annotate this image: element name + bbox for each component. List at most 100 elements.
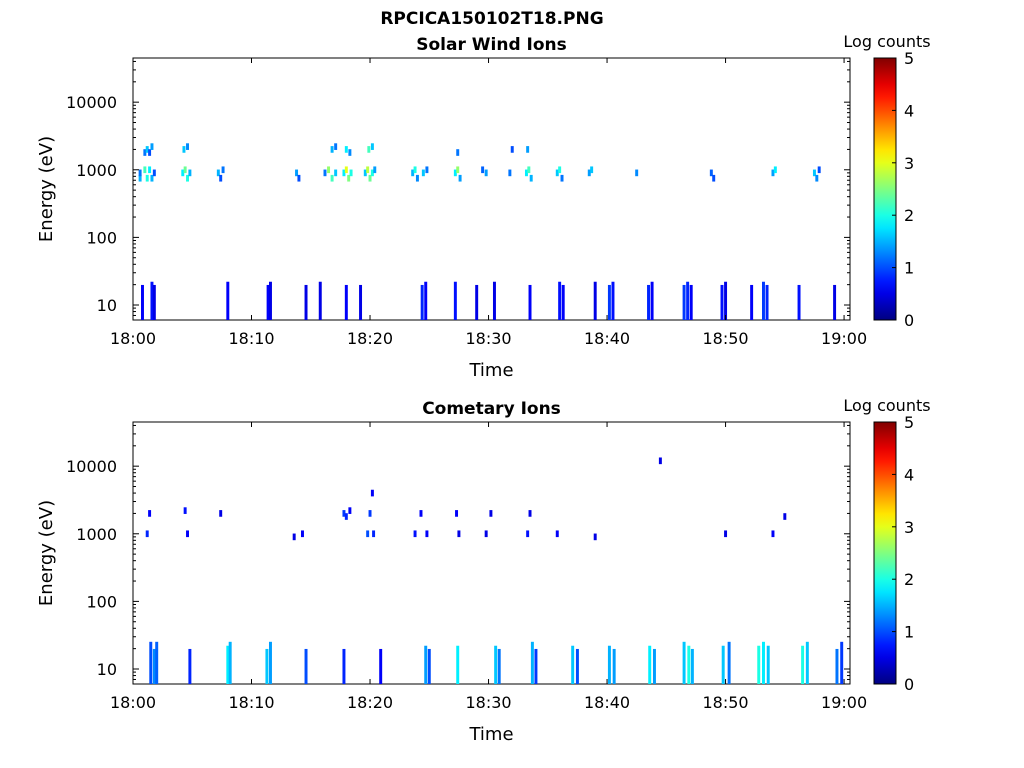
x-tick-label: 18:30 (465, 693, 511, 712)
data-cell (363, 169, 367, 177)
colorbar-tick-label: 3 (904, 154, 914, 173)
data-cell-low (721, 645, 725, 684)
data-cell-low (607, 284, 611, 320)
data-cell-low (558, 281, 562, 320)
data-cell (348, 507, 352, 514)
data-cell-low (266, 284, 270, 320)
data-cell (421, 169, 425, 177)
x-tick-label: 18:10 (228, 693, 274, 712)
colorbar-tick-label: 5 (904, 413, 914, 432)
data-cell (148, 166, 152, 174)
data-cell (342, 510, 346, 517)
data-cell (590, 166, 594, 174)
x-axis-label: Time (468, 360, 513, 381)
colorbar-tick-label: 2 (904, 206, 914, 225)
y-tick-label: 10 (97, 296, 117, 315)
data-cell (526, 530, 530, 538)
data-cell (635, 169, 639, 177)
data-cell (186, 530, 189, 538)
data-cell-low (750, 284, 754, 320)
data-cell-low (427, 648, 431, 684)
x-tick-label: 19:00 (821, 693, 867, 712)
panel-2: Cometary Ions 18:00 18:10 18:20 18:30 18:40 18… (36, 396, 931, 745)
data-cell (370, 489, 374, 497)
data-cell-low (612, 648, 616, 684)
data-cell (484, 530, 488, 538)
y-tick-label: 1000 (76, 525, 117, 544)
data-cell (456, 149, 460, 156)
data-cell-low (686, 281, 690, 320)
data-cell-low (648, 645, 652, 684)
colorbar (873, 57, 897, 321)
data-cell (526, 146, 530, 153)
data-cell (458, 174, 462, 182)
data-cell-low (152, 648, 156, 684)
data-cell-low (647, 284, 651, 320)
figure-title: RPCICA150102T18.PNG (380, 9, 603, 29)
x-tick-label: 19:00 (821, 329, 867, 348)
data-cell-low (226, 281, 230, 320)
y-tick-label: 1000 (76, 161, 117, 180)
data-cell-low (379, 648, 383, 684)
data-cell-low (492, 281, 496, 320)
data-cell (415, 174, 419, 182)
data-cell (425, 530, 429, 538)
data-cell-low (304, 284, 308, 320)
data-cell (368, 510, 372, 517)
data-cell-low (453, 281, 457, 320)
data-cell (484, 169, 488, 177)
data-cell (370, 169, 374, 177)
data-cell-low (762, 641, 765, 684)
colorbar-label: Log counts (843, 32, 930, 51)
data-cell-low (757, 645, 761, 684)
data-cell (413, 166, 417, 174)
data-cell-low (265, 648, 269, 684)
data-cell (724, 530, 728, 538)
y-tick-label: 10 (97, 660, 117, 679)
colorbar-label: Log counts (843, 396, 930, 415)
data-cell (145, 530, 149, 538)
data-cell (216, 169, 220, 177)
y-tick-label: 100 (86, 228, 117, 247)
x-tick-label: 18:40 (584, 693, 630, 712)
data-cell-low (494, 645, 498, 684)
data-cell-low (575, 648, 579, 684)
data-cell (366, 166, 370, 174)
data-cell-low (571, 645, 575, 684)
x-tick-label: 18:30 (465, 329, 511, 348)
data-cell-low (762, 281, 765, 320)
colorbar (873, 421, 897, 685)
data-cell-low (304, 648, 308, 684)
data-cell (334, 143, 338, 150)
data-cell (367, 146, 371, 153)
data-cell (658, 457, 662, 465)
data-cell (295, 169, 299, 177)
x-tick-label: 18:00 (110, 693, 156, 712)
data-cell-low (765, 284, 769, 320)
data-cell-low (690, 648, 694, 684)
data-cell (219, 174, 223, 182)
data-cell-low (456, 645, 460, 684)
data-cell (349, 169, 353, 177)
plot-area (132, 57, 851, 321)
data-cell (370, 143, 374, 150)
data-cell-low (720, 284, 724, 320)
data-cell (342, 169, 346, 177)
x-tick-label: 18:10 (228, 329, 274, 348)
data-cell-low (611, 281, 615, 320)
data-cell (348, 149, 352, 156)
y-tick-label: 10000 (66, 457, 117, 476)
data-cell (366, 530, 370, 538)
data-cell (330, 146, 334, 153)
data-cell (334, 169, 338, 177)
data-cell-low (835, 648, 839, 684)
colorbar-tick-label: 1 (904, 259, 914, 278)
data-cell (183, 166, 187, 174)
y-axis-label: Energy (eV) (36, 136, 57, 242)
data-cell (555, 169, 559, 177)
data-cell-low (226, 645, 230, 684)
data-cell-low (497, 648, 501, 684)
data-cell (817, 166, 821, 174)
data-cell (145, 174, 149, 182)
data-cell (138, 169, 142, 177)
